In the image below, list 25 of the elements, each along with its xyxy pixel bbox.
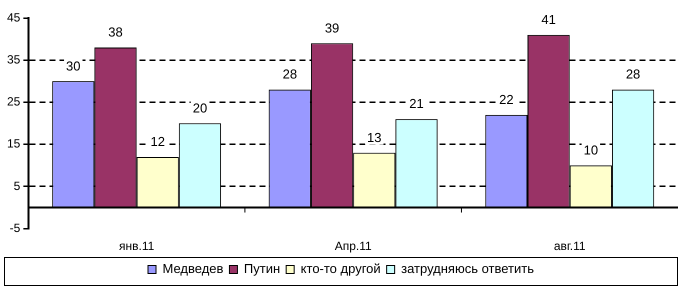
y-tick-label: 5 xyxy=(14,178,21,193)
data-label: 38 xyxy=(108,24,123,40)
data-label: 39 xyxy=(324,20,340,36)
x-tick-label: авг.11 xyxy=(554,239,586,254)
data-label: 12 xyxy=(150,134,165,150)
y-tick-label: 35 xyxy=(6,52,21,66)
legend-label: затрудняюсь ответить xyxy=(401,261,534,276)
data-label: 41 xyxy=(541,12,556,27)
data-label: 30 xyxy=(66,58,81,74)
data-label: 13 xyxy=(367,130,382,145)
data-label: 21 xyxy=(409,96,424,112)
data-label: 20 xyxy=(192,100,208,116)
x-tick-label: Апр.11 xyxy=(334,239,372,254)
y-tick-label: 15 xyxy=(6,136,21,151)
data-label: 22 xyxy=(499,92,514,107)
y-tick-label: 45 xyxy=(6,10,21,24)
data-label: 10 xyxy=(584,142,598,158)
data-label: 28 xyxy=(282,66,298,82)
data-label: 28 xyxy=(626,66,640,82)
y-tick-label: -5 xyxy=(10,220,21,235)
legend-label: кто-то другой xyxy=(300,261,381,276)
legend-label: Путин xyxy=(244,261,280,276)
y-tick-label: 25 xyxy=(6,94,21,109)
x-tick-label: янв.11 xyxy=(118,239,155,254)
legend-label: Медведев xyxy=(162,261,224,276)
